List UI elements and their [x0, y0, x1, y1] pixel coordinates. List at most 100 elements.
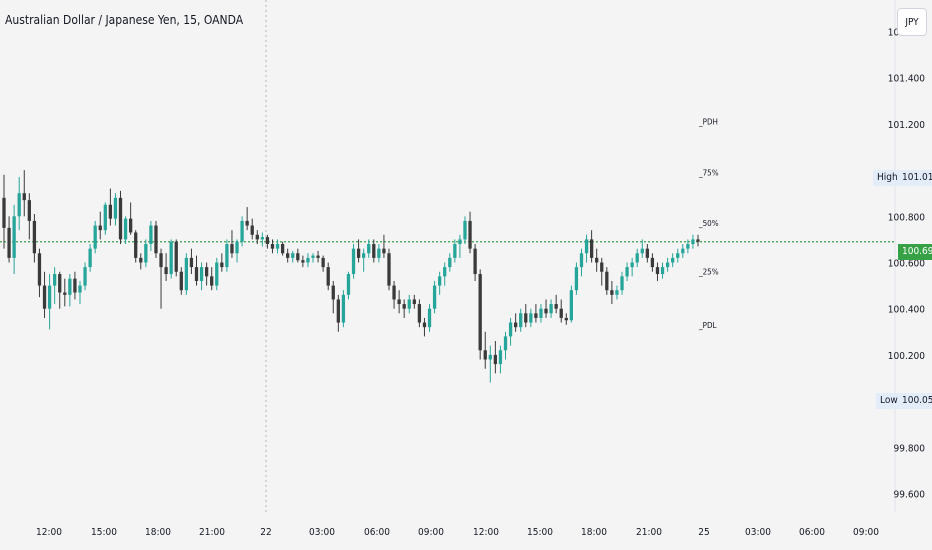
candle-body — [326, 267, 330, 286]
candle-down — [220, 253, 224, 272]
candle-body — [544, 308, 548, 314]
candle-body — [534, 313, 538, 318]
time-tick-label: 21:00 — [636, 527, 662, 538]
candle-body — [336, 299, 340, 323]
candle-body — [286, 253, 290, 258]
candle-body — [103, 204, 107, 231]
candle-up — [17, 177, 21, 231]
candle-up — [579, 248, 584, 277]
candle-body — [417, 304, 422, 323]
candle-down — [412, 294, 416, 309]
candle-body — [362, 253, 366, 258]
candle-body — [615, 290, 619, 295]
candle-body — [367, 244, 371, 254]
candle-up — [68, 274, 72, 307]
time-tick-label: 22 — [260, 527, 271, 538]
candle-up — [584, 234, 589, 263]
time-tick-label: 03:00 — [745, 527, 771, 538]
currency-button[interactable]: JPY — [897, 8, 927, 36]
candle-down — [392, 280, 396, 309]
candle-up — [503, 331, 508, 360]
candle-body — [635, 253, 639, 263]
candle-body — [640, 248, 644, 254]
candle-down — [189, 248, 194, 275]
candle-body — [134, 232, 138, 258]
candle-body — [620, 276, 624, 291]
candle-body — [503, 336, 508, 351]
candle-down — [513, 313, 518, 332]
candle-up — [47, 274, 52, 330]
candle-down — [265, 234, 270, 249]
time-tick-label: 18:00 — [145, 527, 171, 538]
candle-body — [245, 220, 249, 226]
candle-up — [88, 244, 92, 272]
candle-up — [113, 193, 118, 226]
candle-down — [402, 299, 406, 318]
candle-up — [93, 220, 97, 254]
candle-body — [204, 267, 209, 277]
candle-body — [478, 274, 482, 351]
price-tick-label: 101.400 — [888, 74, 925, 85]
candle-body — [83, 267, 87, 286]
candle-body — [210, 276, 214, 286]
candle-body — [488, 354, 492, 360]
price-tick-label: 100.600 — [888, 259, 925, 270]
candle-body — [676, 253, 680, 258]
candle-up — [432, 280, 437, 314]
candle-down — [134, 230, 138, 263]
candle-down — [32, 214, 37, 263]
candle-down — [372, 239, 376, 263]
candle-body — [17, 193, 21, 217]
candle-body — [225, 244, 229, 268]
candle-down — [382, 234, 386, 258]
candle-body — [346, 274, 351, 295]
candle-body — [291, 253, 295, 258]
candle-body — [422, 322, 427, 328]
time-tick-label: 06:00 — [799, 527, 825, 538]
candle-down — [336, 294, 340, 332]
candle-down — [655, 262, 660, 281]
candle-down — [139, 253, 143, 270]
candle-up — [519, 308, 523, 332]
candle-up — [199, 262, 204, 291]
last-price-tag: 100.690 — [898, 244, 932, 260]
candle-up — [660, 262, 665, 279]
candle-body — [539, 308, 543, 318]
price-tick-label: 99.800 — [894, 443, 926, 454]
candle-up — [463, 216, 467, 245]
candle-body — [498, 350, 503, 365]
candle-up — [681, 244, 685, 258]
candle-down — [483, 331, 487, 369]
candle-body — [306, 257, 310, 263]
candle-up — [12, 204, 16, 275]
candle-body — [660, 267, 665, 275]
low-label: Low — [876, 393, 902, 409]
candle-body — [356, 248, 361, 258]
candle-down — [174, 239, 178, 277]
candle-down — [159, 248, 163, 309]
candle-down — [245, 207, 249, 231]
candle-up — [123, 216, 128, 245]
candle-up — [529, 308, 533, 328]
candle-body — [392, 285, 396, 300]
candle-body — [42, 285, 47, 309]
candle-body — [47, 285, 52, 309]
level-label: _PDH — [698, 118, 718, 127]
candle-up — [498, 345, 503, 374]
candle-body — [438, 276, 442, 286]
candle-up — [686, 239, 690, 254]
candle-down — [417, 299, 422, 328]
time-tick-label: 09:00 — [418, 527, 444, 538]
candle-body — [458, 239, 462, 245]
candle-body — [93, 225, 97, 249]
candle-up — [351, 244, 356, 279]
candle-up — [311, 253, 315, 263]
candle-body — [58, 274, 62, 293]
candle-body — [407, 299, 411, 309]
candle-body — [681, 248, 685, 254]
candle-body — [311, 255, 315, 258]
candle-up — [53, 267, 57, 305]
candle-body — [483, 350, 487, 360]
candle-body — [574, 267, 579, 291]
